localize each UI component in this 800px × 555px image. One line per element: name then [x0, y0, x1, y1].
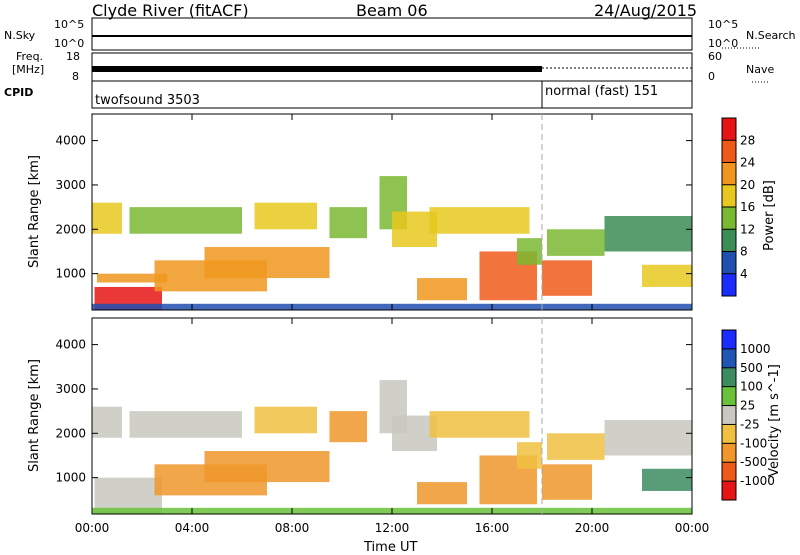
cpid-panel-frame [91, 80, 693, 109]
nave-label: Nave [746, 63, 775, 76]
cpid-segment-2: normal (fast) 151 [545, 84, 659, 99]
freq-unit-label: [MHz] [12, 63, 45, 76]
velocity-colorbar-swatch [722, 348, 736, 368]
power-region-1 [97, 273, 167, 283]
xtick-label: 12:00 [375, 521, 410, 535]
power-region-15 [547, 229, 605, 256]
freq-tick-bottom: 8 [72, 70, 79, 83]
power-colorbar-tick-label: 12 [740, 222, 755, 236]
station-title: Clyde River (fitACF) [92, 1, 249, 20]
nave-tick-bottom: 0 [708, 70, 715, 83]
nave-tick-top: 60 [708, 50, 722, 63]
power-region-13 [517, 238, 542, 265]
xtick-label: 08:00 [275, 521, 310, 535]
velocity-colorbar-swatch [722, 386, 736, 406]
velocity-region-16 [642, 468, 692, 491]
xtick-label: 16:00 [475, 521, 510, 535]
velocity-colorbar-tick-label: 500 [740, 361, 763, 375]
velocity-region-13 [542, 464, 592, 500]
date-title: 24/Aug/2015 [594, 1, 698, 20]
velocity-colorbar-tick-label: -1000 [740, 474, 775, 488]
velocity-region-12 [517, 442, 542, 469]
velocity-colorbar-swatch [722, 462, 736, 482]
power-region-7 [329, 207, 367, 239]
velocity-colorbar-tick-label: -500 [740, 455, 767, 469]
velocity-colorbar-swatch [722, 481, 736, 500]
velocity-region-5 [254, 406, 317, 434]
power-colorbar-tick-label: 4 [740, 267, 748, 281]
freq-tick-top: 18 [66, 50, 80, 63]
power-colorbar-swatch [722, 184, 736, 207]
velocity-colorbar-swatch [722, 424, 736, 444]
freq-label: Freq. [16, 50, 44, 63]
power-colorbar-swatch [722, 273, 736, 296]
power-region-14 [542, 260, 592, 296]
power-colorbar-swatch [722, 207, 736, 230]
power-colorbar-tick-label: 16 [740, 200, 755, 214]
nsearch-label: N.Search [746, 29, 796, 42]
freq-trace [92, 66, 542, 72]
velocity-region-1 [92, 406, 122, 438]
nsearch-tick-top: 10^5 [708, 18, 739, 31]
velocity-ytick-label: 3000 [55, 382, 86, 396]
power-ytick-label: 1000 [55, 267, 86, 281]
power-colorbar-swatch [722, 140, 736, 163]
nsky-tick-top: 10^5 [54, 18, 85, 31]
velocity-region-4 [129, 411, 242, 438]
velocity-region-3 [204, 451, 330, 483]
velocity-colorbar-frame [721, 329, 737, 501]
velocity-region-10 [417, 482, 467, 505]
velocity-ytick-label: 2000 [55, 426, 86, 440]
power-region-6 [254, 202, 317, 230]
velocity-region-6 [329, 411, 367, 443]
velocity-colorbar-swatch [722, 405, 736, 425]
power-region-5 [129, 207, 242, 234]
power-colorbar-tick-label: 28 [740, 133, 755, 147]
power-region-16 [604, 215, 692, 252]
velocity-region-9 [429, 411, 530, 438]
power-region-11 [417, 278, 467, 301]
velocity-colorbar-tick-label: 100 [740, 380, 763, 394]
velocity-colorbar-swatch [722, 443, 736, 463]
velocity-colorbar-swatch [722, 330, 736, 349]
power-colorbar-tick-label: 20 [740, 178, 755, 192]
velocity-region-15 [604, 419, 692, 456]
nsearch-tick-bottom: 10^0 [708, 37, 739, 50]
power-region-10 [429, 207, 530, 234]
power-colorbar-swatch [722, 118, 736, 141]
velocity-colorbar-tick-label: 25 [740, 399, 755, 413]
velocity-colorbar-tick-label: 1000 [740, 342, 771, 356]
power-colorbar-tick-label: 8 [740, 245, 748, 259]
velocity-colorbar-tick-label: -25 [740, 417, 760, 431]
power-colorbar-swatch [722, 251, 736, 274]
velocity-colorbar-swatch [722, 367, 736, 387]
power-colorbar-swatch [722, 229, 736, 252]
velocity-region-14 [547, 433, 605, 460]
xtick-label: 00:00 [675, 521, 710, 535]
velocity-ytick-label: 1000 [55, 471, 86, 485]
cpid-segment-1: twofsound 3503 [95, 93, 200, 108]
power-colorbar-swatch [722, 162, 736, 185]
cpid-label: CPID [4, 86, 34, 99]
nsky-label: N.Sky [4, 29, 36, 42]
velocity-ytick-label: 4000 [55, 338, 86, 352]
nsky-tick-bottom: 10^0 [54, 37, 85, 50]
power-ytick-label: 2000 [55, 222, 86, 236]
power-ytick-label: 3000 [55, 178, 86, 192]
xtick-label: 04:00 [175, 521, 210, 535]
nsky-panel-frame [91, 17, 693, 51]
xtick-label: 00:00 [75, 521, 110, 535]
velocity-colorbar-tick-label: -100 [740, 436, 767, 450]
power-region-17 [642, 264, 692, 287]
xtick-label: 20:00 [575, 521, 610, 535]
beam-title: Beam 06 [356, 1, 428, 20]
power-region-2 [92, 202, 122, 234]
power-region-4 [204, 247, 330, 279]
xlabel: Time UT [364, 540, 418, 555]
power-ytick-label: 4000 [55, 134, 86, 148]
power-colorbar-tick-label: 24 [740, 156, 755, 170]
